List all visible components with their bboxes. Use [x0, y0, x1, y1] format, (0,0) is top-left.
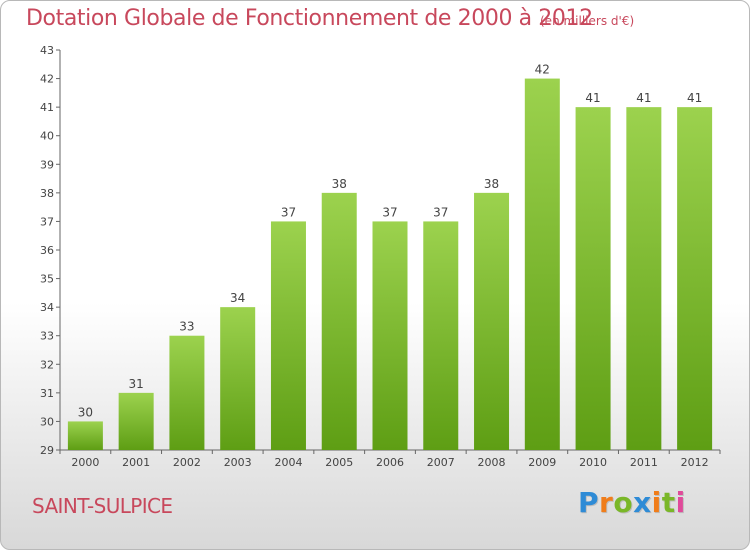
data-label: 37	[433, 205, 448, 219]
bar-2010	[575, 107, 611, 451]
bar-2004	[270, 221, 306, 450]
y-tick-label: 33	[40, 330, 54, 343]
y-tick-label: 37	[40, 215, 54, 228]
data-label: 37	[281, 205, 296, 219]
bar-2008	[474, 192, 510, 450]
y-tick-label: 35	[40, 273, 54, 286]
data-label: 31	[129, 377, 144, 391]
data-label: 41	[585, 91, 600, 105]
y-tick-label: 31	[40, 387, 54, 400]
x-tick-label: 2010	[579, 456, 607, 469]
bar-2009	[524, 78, 560, 451]
y-tick-label: 41	[40, 101, 54, 114]
data-label: 38	[332, 177, 347, 191]
bar-2011	[626, 107, 662, 451]
logo-letter: x	[633, 486, 652, 519]
logo-letter: t	[661, 486, 676, 519]
data-label: 33	[179, 320, 194, 334]
y-tick-label: 42	[40, 73, 54, 86]
y-tick-label: 40	[40, 130, 54, 143]
bar-2002	[169, 335, 205, 450]
x-tick-label: 2012	[681, 456, 709, 469]
bar-2001	[118, 392, 154, 450]
y-tick-label: 29	[40, 444, 54, 457]
x-tick-label: 2007	[427, 456, 455, 469]
data-label: 41	[636, 91, 651, 105]
logo-letter: o	[613, 486, 634, 519]
logo-letter: P	[578, 486, 600, 519]
bar-2007	[423, 221, 459, 450]
bar-2012	[677, 107, 713, 451]
y-tick-label: 36	[40, 244, 54, 257]
x-tick-label: 2005	[325, 456, 353, 469]
data-label: 41	[687, 91, 702, 105]
data-label: 37	[382, 205, 397, 219]
y-tick-label: 43	[40, 44, 54, 57]
commune-name: SAINT-SULPICE	[32, 494, 173, 518]
chart-title: Dotation Globale de Fonctionnement de 20…	[26, 6, 593, 31]
logo-letter: r	[599, 486, 614, 519]
x-tick-label: 2008	[478, 456, 506, 469]
x-tick-label: 2000	[71, 456, 99, 469]
proxiti-logo: Proxiti	[578, 486, 686, 519]
x-tick-label: 2001	[122, 456, 150, 469]
data-label: 34	[230, 291, 245, 305]
bar-2000	[67, 421, 103, 450]
y-tick-label: 34	[40, 301, 54, 314]
x-tick-label: 2003	[224, 456, 252, 469]
logo-letter: i	[675, 486, 686, 519]
data-label: 30	[78, 405, 93, 419]
y-tick-label: 32	[40, 358, 54, 371]
x-tick-label: 2011	[630, 456, 658, 469]
logo-letter: i	[651, 486, 662, 519]
data-label: 42	[535, 63, 550, 77]
data-label: 38	[484, 177, 499, 191]
x-tick-label: 2004	[274, 456, 302, 469]
x-tick-label: 2002	[173, 456, 201, 469]
bar-2003	[220, 307, 256, 450]
bar-2005	[321, 192, 357, 450]
y-tick-label: 39	[40, 158, 54, 171]
y-tick-label: 38	[40, 187, 54, 200]
y-tick-label: 30	[40, 415, 54, 428]
x-tick-label: 2009	[528, 456, 556, 469]
x-tick-label: 2006	[376, 456, 404, 469]
chart-subtitle: (en milliers d'€)	[540, 14, 635, 28]
bar-2006	[372, 221, 408, 450]
